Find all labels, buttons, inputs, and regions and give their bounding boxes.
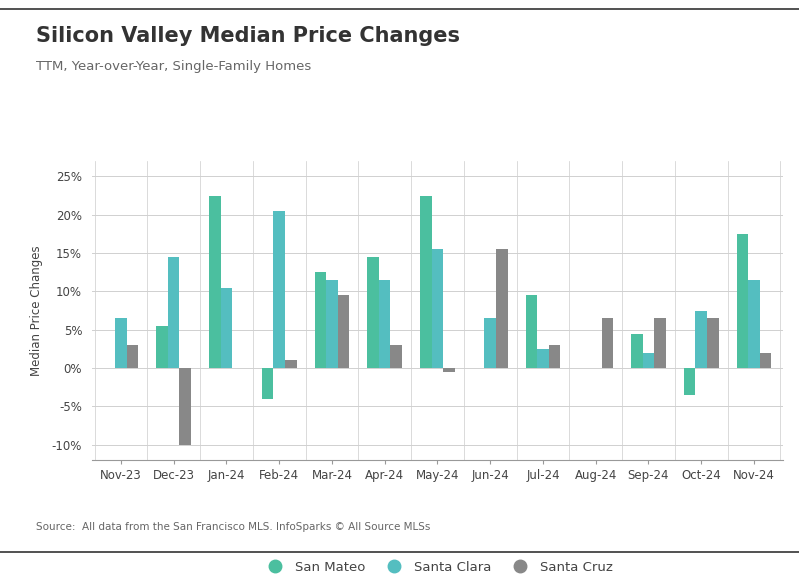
Bar xyxy=(168,257,180,368)
Text: TTM, Year-over-Year, Single-Family Homes: TTM, Year-over-Year, Single-Family Homes xyxy=(36,60,311,74)
Bar xyxy=(443,368,455,372)
Bar xyxy=(642,352,654,368)
Bar xyxy=(221,288,233,368)
Bar xyxy=(602,318,613,368)
Y-axis label: Median Price Changes: Median Price Changes xyxy=(30,245,43,376)
Bar xyxy=(631,334,642,368)
Bar xyxy=(338,295,349,368)
Bar xyxy=(391,345,402,368)
Bar xyxy=(209,196,221,368)
Bar xyxy=(654,318,666,368)
Bar xyxy=(420,196,431,368)
Text: Silicon Valley Median Price Changes: Silicon Valley Median Price Changes xyxy=(36,26,460,46)
Bar xyxy=(379,280,391,368)
Bar xyxy=(760,352,771,368)
Bar xyxy=(262,368,273,398)
Bar xyxy=(180,368,191,444)
Bar xyxy=(127,345,138,368)
Bar xyxy=(526,295,537,368)
Bar xyxy=(684,368,695,395)
Bar xyxy=(157,326,168,368)
Bar xyxy=(748,280,760,368)
Bar xyxy=(115,318,127,368)
Text: Source:  All data from the San Francisco MLS. InfoSparks © All Source MLSs: Source: All data from the San Francisco … xyxy=(36,522,431,532)
Bar xyxy=(737,234,748,368)
Bar xyxy=(549,345,560,368)
Bar xyxy=(315,272,326,368)
Bar xyxy=(326,280,338,368)
Bar xyxy=(484,318,496,368)
Bar xyxy=(496,249,507,368)
Bar xyxy=(368,257,379,368)
Bar xyxy=(695,310,707,368)
Bar xyxy=(273,211,285,368)
Legend: San Mateo, Santa Clara, Santa Cruz: San Mateo, Santa Clara, Santa Cruz xyxy=(256,555,618,575)
Bar xyxy=(431,249,443,368)
Bar xyxy=(537,349,549,368)
Bar xyxy=(707,318,718,368)
Bar xyxy=(285,361,296,368)
